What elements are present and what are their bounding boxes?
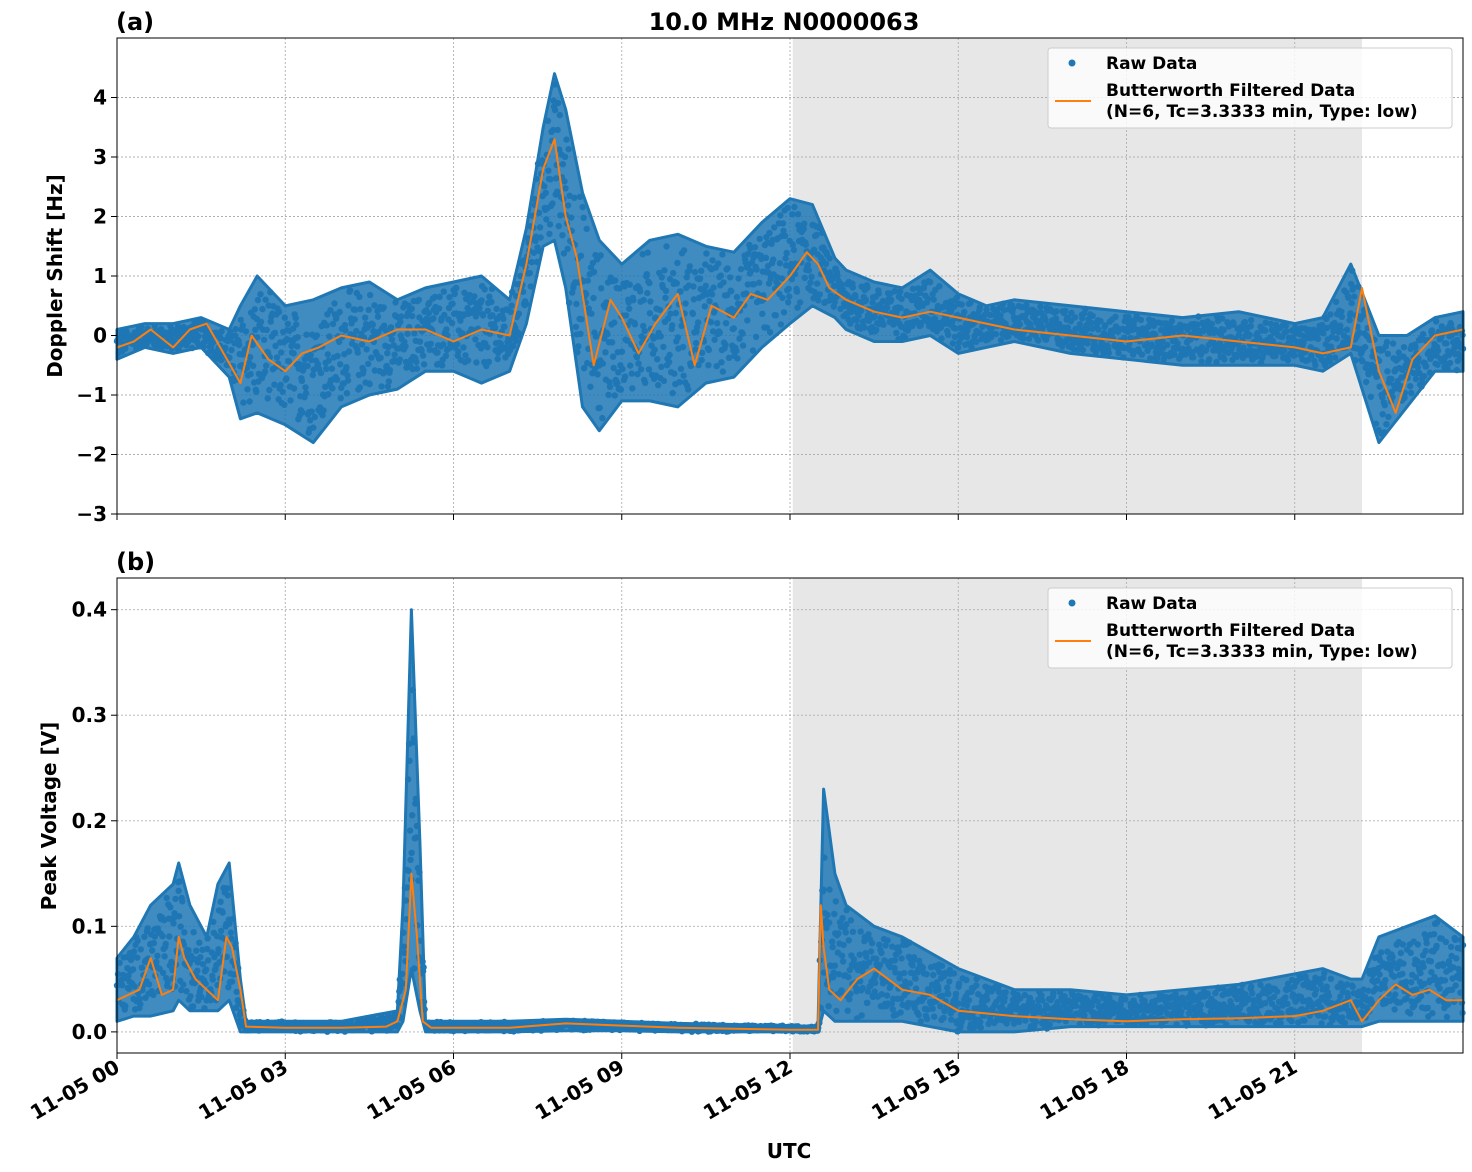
panel-a-legend: Raw Data Butterworth Filtered Data (N=6,… xyxy=(1047,47,1453,129)
legend-filtered-label-line1: Butterworth Filtered Data xyxy=(1106,81,1355,101)
y-tick-label: 1 xyxy=(93,264,107,288)
panel-a-doppler: (a) Doppler Shift [Hz] −3 −2 −1 0 1 2 3 4 Raw D… xyxy=(43,8,1467,526)
legend-raw-marker xyxy=(1068,59,1076,67)
y-tick-label: 0 xyxy=(93,324,107,348)
legend-filtered-label-line2: (N=6, Tc=3.3333 min, Type: low) xyxy=(1106,102,1418,122)
panel-b-ylabel: Peak Voltage [V] xyxy=(37,722,61,911)
legend-raw-label: Raw Data xyxy=(1106,54,1197,74)
filtered-data-line xyxy=(116,138,1464,414)
panel-a-label: (a) xyxy=(116,8,154,36)
panel-b-label: (b) xyxy=(116,548,155,576)
legend-box xyxy=(1047,47,1453,129)
y-tick-label: 2 xyxy=(93,205,107,229)
y-tick-label: 3 xyxy=(93,145,107,169)
y-tick-label: −3 xyxy=(76,502,107,526)
panel-a-ylabel: Doppler Shift [Hz] xyxy=(43,174,67,378)
y-tick-label: 4 xyxy=(93,86,107,110)
panel-b-voltage: (b) Peak Voltage [V] 0.00.10.20.30.411-0… xyxy=(26,548,1467,1163)
y-tick-label: −1 xyxy=(76,383,107,407)
y-tick-label: −2 xyxy=(76,443,107,467)
figure-title: 10.0 MHz N0000063 xyxy=(649,8,920,36)
